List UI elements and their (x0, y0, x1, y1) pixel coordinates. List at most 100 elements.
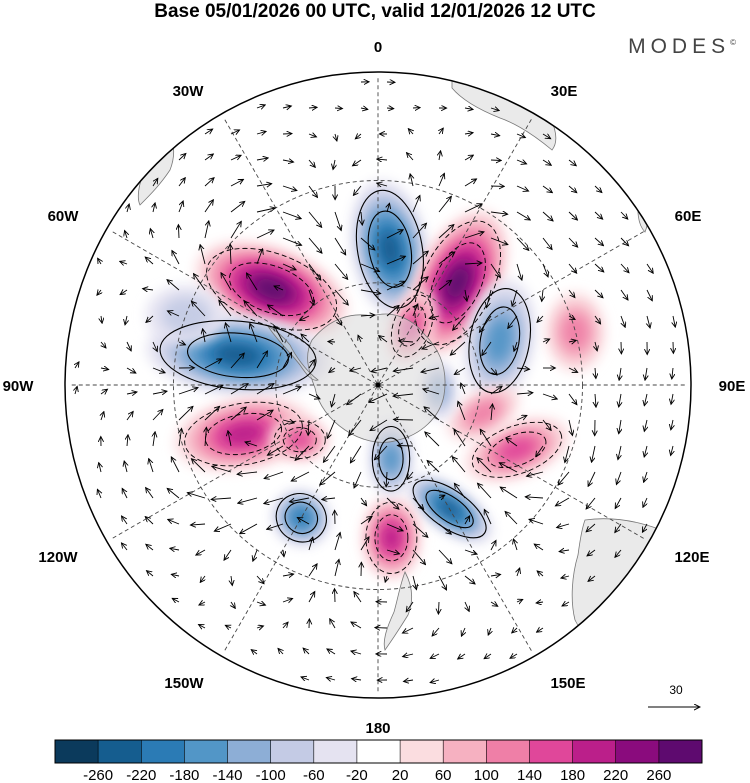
wind-vector (251, 650, 258, 654)
wind-vector (335, 133, 337, 141)
lon-label-120e: 120E (674, 549, 709, 566)
wind-vector (168, 519, 180, 525)
wind-vector (214, 523, 232, 531)
wind-vector (439, 128, 443, 135)
contour-line (398, 305, 426, 347)
wind-vector (558, 471, 570, 485)
wind-vector (568, 289, 575, 298)
wind-vector (127, 435, 128, 447)
wind-vector (399, 341, 414, 342)
wind-vector (256, 105, 265, 108)
contour-line (487, 431, 547, 469)
wind-vector (238, 497, 258, 503)
wind-vector (204, 154, 213, 161)
wind-vector (351, 651, 362, 654)
wind-vector (370, 419, 388, 431)
wind-vector (178, 388, 198, 395)
wind-vector (245, 442, 258, 447)
wind-vector (516, 263, 522, 280)
wind-vector (559, 550, 570, 552)
wind-vector (98, 258, 101, 264)
wind-vector (358, 335, 361, 343)
wind-vector (477, 458, 492, 473)
anomaly-level (223, 423, 264, 445)
wind-vector (124, 461, 127, 473)
wind-vector (542, 339, 550, 342)
wind-vector (256, 131, 266, 134)
wind-vector (264, 497, 284, 504)
wind-vector (153, 341, 157, 352)
colorbar-swatch (98, 740, 142, 763)
wind-vector (127, 341, 131, 351)
wind-vector (616, 471, 622, 485)
wind-vector (353, 159, 362, 166)
meridian-line (112, 231, 644, 539)
wind-vector (491, 404, 493, 421)
wind-vector (308, 237, 322, 253)
wind-vector (386, 471, 387, 487)
wind-vector (204, 385, 223, 395)
wind-vector (568, 237, 578, 247)
wind-vector (517, 599, 523, 602)
wind-vector (190, 524, 206, 525)
wind-vector (230, 201, 245, 213)
wind-vector (568, 263, 577, 273)
wind-vector (152, 410, 163, 421)
wind-vector (412, 195, 420, 213)
wind-vector (308, 564, 317, 577)
wind-vector (308, 289, 314, 305)
wind-vector (516, 415, 527, 421)
wind-vector (458, 401, 466, 421)
wind-vector (244, 301, 258, 317)
lon-label-60e: 60E (675, 208, 702, 225)
anomaly-center (145, 285, 226, 346)
wind-vector (673, 315, 675, 327)
wind-vector (167, 311, 180, 317)
wind-vector (393, 368, 414, 371)
wind-vector (508, 315, 518, 328)
wind-vector (360, 108, 368, 109)
wind-vector (120, 261, 128, 264)
wind-vector (334, 263, 348, 279)
wind-vector (377, 159, 388, 160)
anomaly-level (382, 525, 400, 550)
wind-vector (283, 622, 288, 629)
wind-vector (464, 575, 475, 584)
colorbar-swatch (400, 740, 444, 763)
wind-vector (450, 341, 466, 355)
anomaly-level (447, 267, 469, 299)
wind-vector (100, 389, 108, 394)
wind-vector (490, 386, 502, 395)
wind-vector (334, 533, 340, 551)
wind-vector (516, 134, 525, 138)
colorbar-swatch (529, 740, 573, 763)
wind-vector (461, 627, 465, 636)
wind-vector (413, 575, 417, 590)
wind-vector (594, 237, 604, 246)
wind-vector (542, 263, 548, 277)
map-border (64, 71, 692, 699)
colorbar-tick-label: 60 (435, 767, 452, 783)
wind-vector (438, 575, 447, 590)
wind-vector (143, 289, 154, 290)
wind-vector (267, 523, 284, 529)
contour-line (425, 489, 474, 529)
colorbar-tick-label: -220 (126, 767, 156, 783)
wind-vector (308, 263, 321, 280)
wind-vector (482, 341, 492, 356)
wind-vector (282, 237, 302, 245)
wind-vector (100, 368, 109, 370)
wind-vector (334, 559, 339, 577)
wind-vector (331, 393, 335, 407)
wind-vector (204, 178, 214, 187)
wind-vector (97, 290, 101, 295)
wind-vector (386, 549, 400, 554)
wind-vector (516, 185, 529, 191)
wind-vector (536, 602, 544, 603)
wind-vector (231, 601, 235, 608)
wind-vector (369, 393, 388, 402)
wind-vector (438, 601, 439, 614)
wind-vector (203, 329, 205, 343)
colorbar-swatch (443, 740, 487, 763)
wind-vector (334, 315, 342, 325)
